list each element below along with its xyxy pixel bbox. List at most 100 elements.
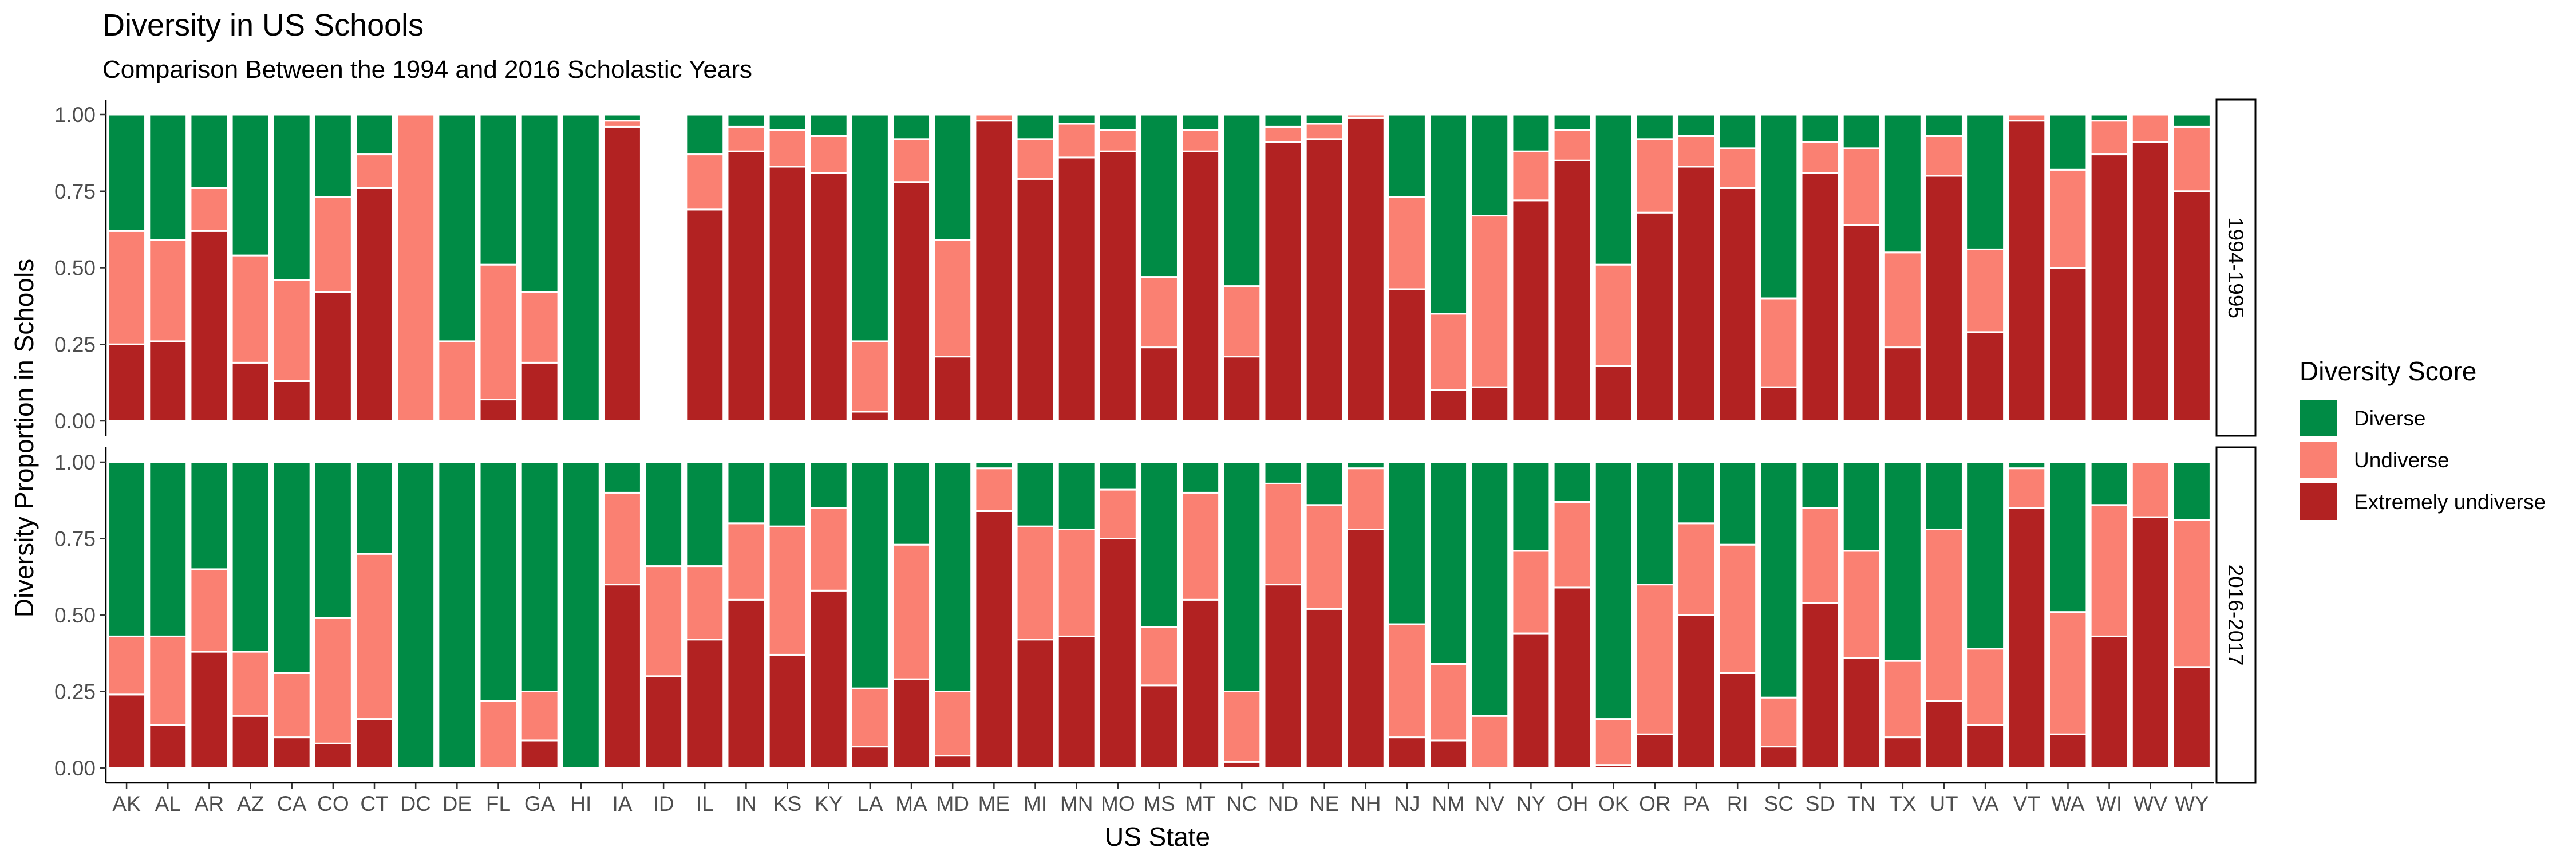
bar-va-extremely-undiverse [1966,724,2005,769]
bar-mn-extremely-undiverse [1057,635,1096,769]
bar-fl-undiverse [479,263,518,401]
bar-ny-diverse [1511,113,1551,152]
bar-mn-undiverse [1057,528,1096,637]
bar-al-extremely-undiverse [148,724,188,769]
bar-ca-diverse [272,461,311,674]
bar-de-diverse [437,461,477,769]
bar-vt-extremely-undiverse [2007,507,2046,769]
bar-co-extremely-undiverse [313,742,353,769]
x-tick-label-pa: PA [1683,792,1710,815]
bar-mn-extremely-undiverse [1057,156,1096,422]
bar-id-undiverse [644,565,683,677]
bar-nd-undiverse [1263,482,1303,586]
bar-oh-diverse [1552,113,1592,131]
x-tick-label-ga: GA [524,792,555,815]
x-tick-label-ok: OK [1598,792,1629,815]
bar-ok-diverse [1594,113,1633,266]
x-tick-label-me: ME [978,792,1010,815]
bar-pa-extremely-undiverse [1677,166,1716,422]
bar-il-undiverse [685,565,725,641]
bar-nc-undiverse [1222,285,1262,358]
bar-ne-extremely-undiverse [1305,608,1344,769]
bar-la-undiverse [850,340,890,413]
bar-co-diverse [313,113,353,198]
bar-ga-diverse [520,461,559,692]
bar-nd-diverse [1263,461,1303,484]
bar-il-diverse [685,113,725,156]
bar-nj-undiverse [1387,623,1427,739]
bar-ri-diverse [1718,461,1757,546]
bar-de-diverse [437,113,477,342]
bar-la-extremely-undiverse [850,411,890,422]
bar-or-undiverse [1635,138,1674,214]
bar-ut-diverse [1925,461,1963,530]
bar-in-undiverse [726,125,766,152]
bar-nm-undiverse [1429,313,1468,391]
bar-ny-undiverse [1511,150,1551,202]
bar-ar-undiverse [189,568,229,653]
y-tick-label: 0.75 [54,180,96,203]
bar-fl-diverse [479,113,518,266]
bar-me-diverse [974,461,1014,470]
bar-ny-extremely-undiverse [1511,632,1551,769]
bar-nd-extremely-undiverse [1263,141,1303,422]
x-tick-label-co: CO [317,792,349,815]
bar-mn-diverse [1057,461,1096,530]
bar-sd-diverse [1800,461,1840,509]
x-tick-label-nv: NV [1475,792,1505,815]
chart-subtitle: Comparison Between the 1994 and 2016 Sch… [102,56,752,84]
bar-nd-extremely-undiverse [1263,584,1303,769]
bar-sc-undiverse [1759,297,1799,388]
bar-mn-undiverse [1057,123,1096,159]
x-tick-label-ri: RI [1727,792,1748,815]
bar-mo-diverse [1098,113,1137,131]
bar-oh-diverse [1552,461,1592,503]
y-tick-label: 0.50 [54,257,96,280]
bar-la-extremely-undiverse [850,746,890,769]
bar-ar-extremely-undiverse [189,651,229,769]
bar-ut-extremely-undiverse [1925,175,1963,422]
bar-fl-undiverse [479,700,518,769]
bar-nc-undiverse [1222,691,1262,763]
legend: Diversity Score Diverse Undiverse Extremel… [2299,356,2546,521]
bar-mi-diverse [1016,113,1055,140]
bar-ca-diverse [272,113,311,281]
x-tick-label-hi: HI [570,792,591,815]
legend-label-extremely-undiverse: Extremely undiverse [2354,490,2546,514]
x-tick-label-ca: CA [277,792,307,815]
x-tick-label-ar: AR [195,792,224,815]
facet-strip [2215,446,2257,784]
bar-al-diverse [148,461,188,637]
bar-in-diverse [726,461,766,525]
bar-nh-undiverse [1346,467,1385,530]
bar-mi-diverse [1016,461,1055,527]
x-tick-label-sd: SD [1805,792,1835,815]
y-tick-label: 0.75 [54,527,96,551]
bar-ga-undiverse [520,291,559,364]
bar-ak-diverse [107,113,147,232]
bar-wi-undiverse [2089,504,2129,637]
bar-az-extremely-undiverse [231,715,270,769]
bar-ak-undiverse [107,230,147,345]
bar-sd-undiverse [1800,141,1840,174]
bar-co-diverse [313,461,353,619]
bar-nj-extremely-undiverse [1387,736,1427,769]
bar-al-diverse [148,113,188,241]
bar-nv-diverse [1470,461,1510,717]
bar-ar-diverse [189,113,229,189]
bar-al-extremely-undiverse [148,340,188,422]
bar-wv-extremely-undiverse [2131,516,2170,769]
x-tick-label-ct: CT [360,792,388,815]
bar-mt-extremely-undiverse [1181,598,1220,769]
bar-wa-undiverse [2048,611,2088,735]
x-tick-label-ia: IA [612,792,632,815]
bar-nh-extremely-undiverse [1346,528,1385,769]
bar-mt-diverse [1181,113,1220,131]
bar-pa-diverse [1677,461,1716,525]
bar-ne-diverse [1305,461,1344,506]
bar-ct-undiverse [355,553,394,720]
bar-az-undiverse [231,254,270,364]
bar-nc-extremely-undiverse [1222,356,1262,422]
bar-mo-diverse [1098,461,1137,491]
bar-ky-extremely-undiverse [809,172,848,422]
